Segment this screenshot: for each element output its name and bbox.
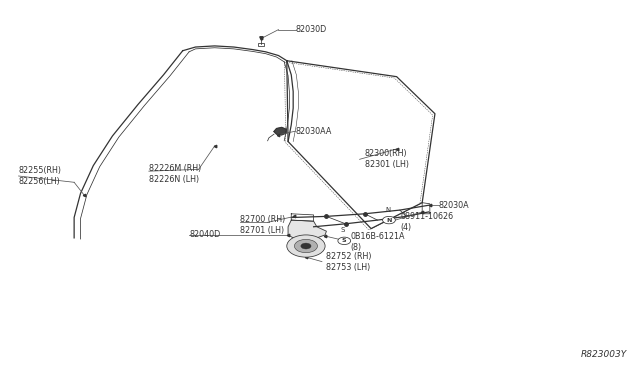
Polygon shape [274,128,286,135]
Text: S: S [341,227,345,234]
Text: 0B16B-6121A
(8): 0B16B-6121A (8) [351,232,405,252]
Text: 82040D: 82040D [189,230,220,240]
Text: 82700 (RH)
82701 (LH): 82700 (RH) 82701 (LH) [240,215,285,235]
Text: 82226M (RH)
82226N (LH): 82226M (RH) 82226N (LH) [149,164,201,184]
Text: 82255(RH)
82256(LH): 82255(RH) 82256(LH) [19,166,61,186]
Circle shape [383,217,396,224]
Circle shape [338,237,351,244]
Text: 82030A: 82030A [439,201,469,210]
Text: 08911-10626
(4): 08911-10626 (4) [401,212,454,232]
FancyBboxPatch shape [258,43,264,46]
Text: N: N [385,207,390,213]
Circle shape [287,235,325,257]
Text: 82030AA: 82030AA [296,126,332,136]
Text: S: S [342,238,347,243]
Text: 82030D: 82030D [296,25,327,34]
Text: R823003Y: R823003Y [580,350,627,359]
Text: 82300(RH)
82301 (LH): 82300(RH) 82301 (LH) [365,149,409,169]
Text: 82752 (RH)
82753 (LH): 82752 (RH) 82753 (LH) [326,251,372,272]
Text: N: N [387,218,392,222]
Circle shape [294,239,317,253]
Circle shape [301,243,311,249]
Polygon shape [288,220,326,238]
